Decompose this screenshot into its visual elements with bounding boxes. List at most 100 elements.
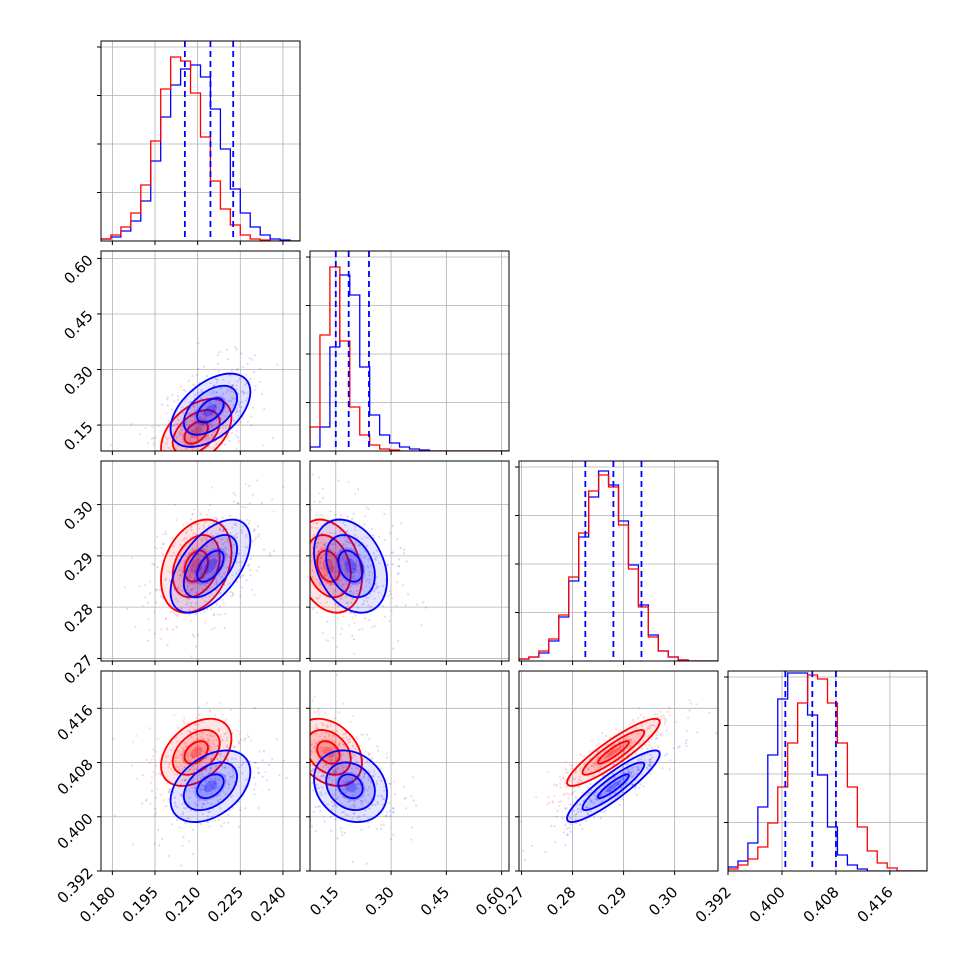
scatter-point [318, 500, 321, 504]
scatter-point [221, 543, 224, 546]
scatter-point [352, 576, 355, 579]
scatter-point [192, 768, 195, 771]
scatter-point [193, 413, 196, 417]
scatter-point [353, 577, 357, 580]
scatter-point [241, 575, 244, 578]
scatter-point [171, 628, 174, 631]
scatter-point [167, 854, 170, 857]
scatter-point [190, 461, 192, 463]
scatter-point [323, 573, 326, 577]
scatter-point [194, 428, 197, 431]
scatter-point [357, 488, 360, 491]
scatter-point [221, 537, 224, 541]
scatter-point [358, 572, 361, 575]
scatter-point [201, 596, 204, 600]
scatter-point [197, 553, 200, 556]
scatter-point [231, 806, 235, 810]
scatter-point [203, 610, 206, 613]
scatter-point [217, 370, 220, 373]
scatter-point [312, 768, 315, 771]
scatter-point [391, 563, 394, 566]
scatter-point [213, 782, 216, 786]
scatter-point [146, 601, 150, 604]
scatter-point [373, 590, 376, 593]
scatter-point [340, 830, 343, 833]
scatter-point [371, 534, 374, 537]
scatter-point [624, 736, 627, 739]
scatter-point [326, 724, 329, 727]
scatter-point [165, 412, 168, 415]
scatter-point [608, 789, 611, 792]
scatter-point [375, 586, 378, 590]
scatter-point [210, 777, 213, 781]
scatter-point [301, 624, 303, 626]
scatter-point [339, 549, 342, 553]
scatter-point [222, 529, 225, 532]
scatter-point [195, 544, 198, 548]
scatter-point [316, 769, 319, 772]
scatter-point [200, 735, 203, 738]
scatter-point [212, 408, 215, 411]
scatter-point [235, 348, 238, 351]
scatter-point [199, 512, 203, 515]
scatter-point [648, 727, 652, 730]
scatter-point [214, 403, 217, 406]
scatter-point [346, 738, 349, 742]
scatter-point [230, 368, 234, 372]
scatter-point [248, 519, 251, 522]
scatter-point [659, 718, 662, 721]
scatter-point [351, 794, 354, 797]
scatter-point [305, 587, 307, 589]
scatter-point [227, 381, 230, 384]
scatter-point [354, 803, 357, 806]
scatter-point [340, 558, 343, 561]
scatter-point [173, 400, 176, 403]
scatter-point [668, 706, 671, 709]
scatter-point [160, 403, 164, 406]
scatter-point [328, 547, 331, 551]
scatter-point [684, 741, 688, 745]
scatter-point [184, 778, 188, 781]
scatter-point [665, 719, 668, 722]
scatter-point [330, 738, 333, 741]
scatter-point [220, 824, 223, 828]
scatter-point [580, 810, 583, 813]
panel-frame [309, 250, 510, 452]
scatter-point [329, 815, 333, 818]
contour-line [196, 549, 225, 583]
scatter-point [183, 721, 186, 725]
scatter-point [319, 594, 322, 598]
scatter-point [185, 531, 188, 535]
scatter-point [145, 464, 147, 466]
scatter-point [168, 788, 171, 791]
scatter-point [341, 833, 344, 836]
scatter-point [320, 567, 323, 570]
scatter-point [581, 827, 584, 831]
scatter-point [225, 731, 228, 735]
scatter-point [287, 744, 289, 746]
scatter-point [354, 748, 357, 751]
scatter-point [232, 492, 235, 495]
density-fill [605, 780, 622, 793]
scatter-point [187, 598, 191, 601]
scatter-point [351, 776, 354, 780]
scatter-point [346, 814, 349, 817]
scatter-point [603, 773, 606, 777]
scatter-point [338, 742, 341, 746]
scatter-point [200, 425, 203, 428]
scatter-point [112, 737, 115, 740]
scatter-point [351, 753, 354, 756]
x-tick-label: 0.30 [362, 883, 398, 919]
scatter-point [351, 583, 354, 586]
scatter-point [238, 410, 242, 413]
scatter-point [335, 729, 338, 732]
scatter-point [621, 766, 625, 769]
scatter-point [237, 403, 240, 407]
scatter-point [210, 565, 213, 569]
scatter-point [357, 787, 360, 791]
scatter-point [210, 532, 213, 536]
scatter-point [597, 742, 600, 746]
scatter-point [236, 580, 239, 583]
scatter-point [315, 546, 319, 549]
scatter-point [204, 785, 207, 788]
